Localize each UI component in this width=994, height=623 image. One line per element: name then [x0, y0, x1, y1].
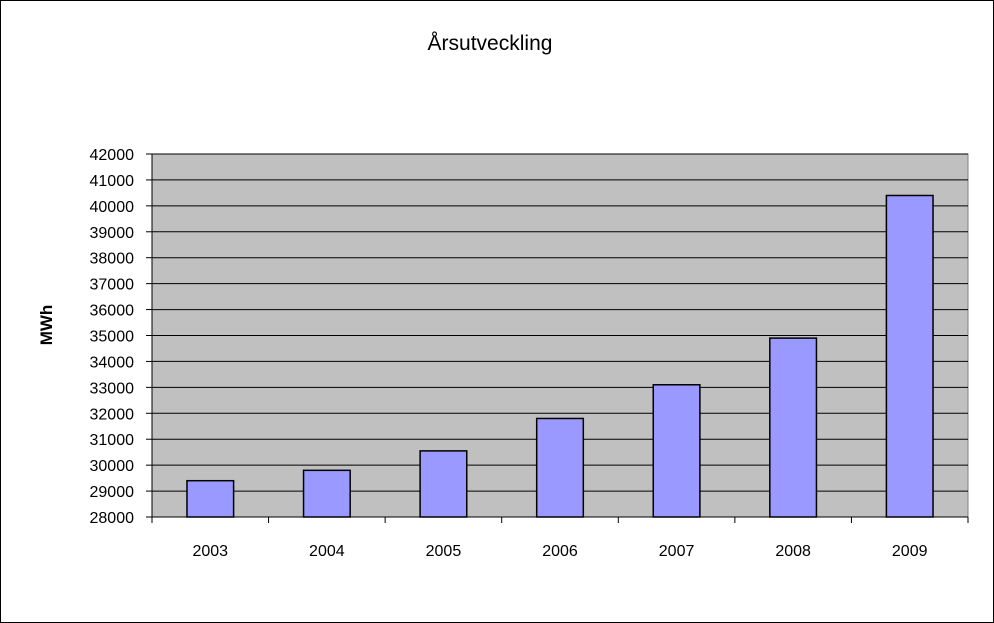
y-tick-label: 30000: [90, 458, 135, 475]
y-tick-labels: 28000 29000 30000 31000 32000 33000 34000 35000…: [90, 147, 135, 527]
axes: [146, 153, 969, 523]
x-tick-label: 2006: [542, 543, 578, 560]
y-tick-label: 36000: [90, 303, 135, 320]
y-tick-label: 31000: [90, 432, 135, 449]
x-tick-label: 2003: [192, 543, 228, 560]
chart-title: Årsutveckling: [428, 32, 553, 55]
bar-2009: [885, 194, 934, 518]
bar-2008: [769, 337, 818, 518]
bar-2005: [419, 450, 468, 518]
bar-2006: [535, 417, 585, 518]
x-tick-label: 2005: [426, 543, 462, 560]
y-tick-label: 34000: [90, 354, 135, 371]
bars: [186, 194, 934, 518]
x-tick-label: 2009: [892, 543, 928, 560]
x-tick-labels: 2003 2004 2005 2006 2007 2008 2009: [192, 543, 927, 560]
y-axis-label: MWh: [37, 305, 56, 346]
bar-2007: [652, 384, 701, 518]
x-tick-label: 2007: [659, 543, 695, 560]
y-tick-label: 38000: [90, 251, 135, 268]
y-tick-label: 37000: [90, 277, 135, 294]
y-tick-label: 35000: [90, 329, 135, 346]
y-tick-label: 40000: [90, 199, 135, 216]
y-tick-label: 32000: [90, 406, 135, 423]
x-tick-label: 2008: [775, 543, 811, 560]
bar-2003: [186, 479, 235, 518]
y-tick-label: 41000: [90, 173, 135, 190]
x-tick-label: 2004: [309, 543, 345, 560]
y-tick-label: 33000: [90, 380, 135, 397]
y-tick-label: 42000: [90, 147, 135, 164]
y-tick-label: 29000: [90, 484, 135, 501]
y-tick-label: 28000: [90, 510, 135, 527]
bar-2004: [302, 469, 351, 518]
y-tick-label: 39000: [90, 225, 135, 242]
